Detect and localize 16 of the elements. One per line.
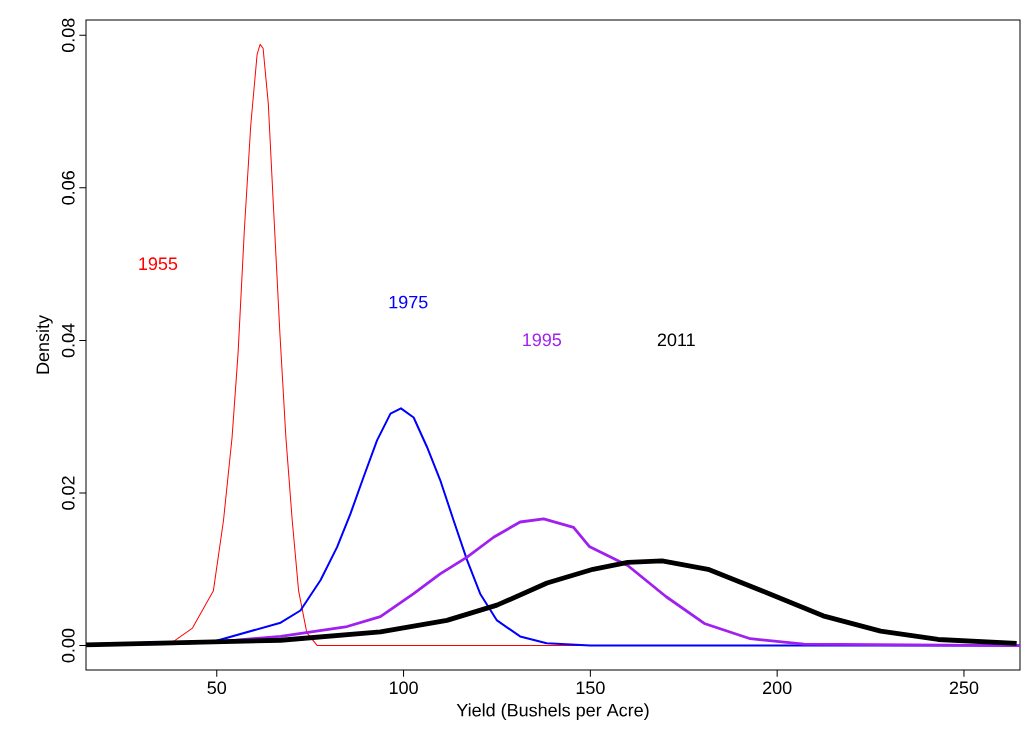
text: 1975 bbox=[389, 295, 428, 309]
x-tick-label: 50 bbox=[207, 681, 227, 695]
y-axis-title: Density bbox=[35, 315, 53, 374]
x-tick-label: 100 bbox=[389, 681, 418, 695]
y-tick-label: 0.04 bbox=[61, 323, 75, 358]
text: 2011 bbox=[657, 333, 695, 347]
x-tick-label: 150 bbox=[576, 681, 605, 695]
y-tick-label: 0.08 bbox=[61, 18, 75, 53]
x-axis-title: Yield (Bushels per Acre) bbox=[456, 703, 649, 721]
x-tick-label: 250 bbox=[949, 681, 979, 695]
y-tick-label: 0.06 bbox=[61, 171, 75, 205]
text: 1955 bbox=[139, 257, 178, 271]
y-tick-label: 0.02 bbox=[61, 476, 75, 510]
text: 1995 bbox=[523, 333, 562, 347]
x-tick-label: 200 bbox=[763, 681, 792, 695]
y-tick-label: 0.00 bbox=[61, 628, 75, 663]
